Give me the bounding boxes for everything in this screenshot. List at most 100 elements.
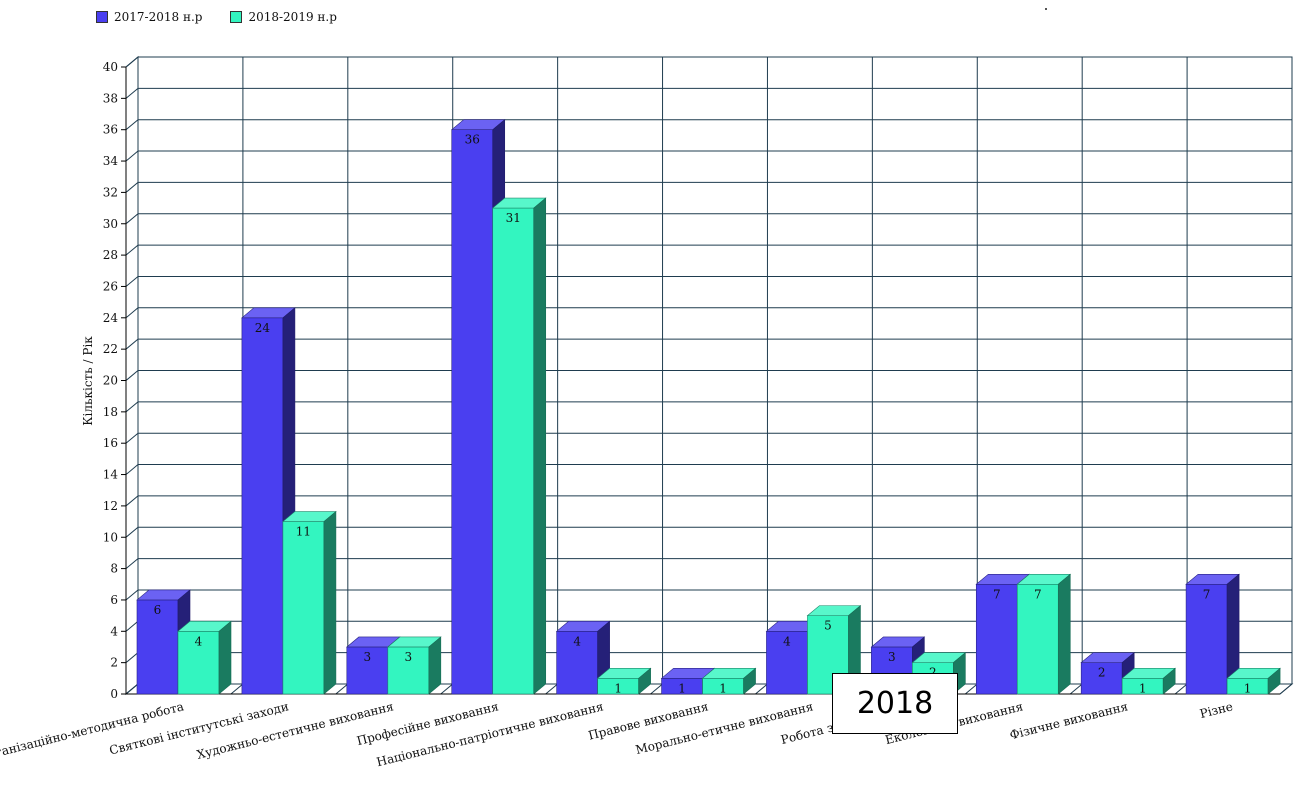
y-tick-label: 4 xyxy=(110,624,118,638)
gridline-side xyxy=(125,244,139,256)
data-label: 7 xyxy=(1034,587,1042,601)
legend: 2017-2018 н.р 2018-2019 н.р xyxy=(96,10,337,24)
data-label: 7 xyxy=(1203,587,1211,601)
legend-swatch-series-2 xyxy=(230,11,243,23)
legend-item-series-1: 2017-2018 н.р xyxy=(96,10,202,24)
y-tick-label: 30 xyxy=(103,217,118,231)
bar-side xyxy=(218,620,232,695)
gridline-side xyxy=(125,652,139,664)
data-label: 2 xyxy=(929,666,937,680)
data-label: 1 xyxy=(1244,681,1252,695)
y-tick-label: 10 xyxy=(103,530,118,544)
gridline-floor xyxy=(440,683,454,695)
y-tick-label: 24 xyxy=(103,311,119,325)
bar xyxy=(282,521,325,695)
gridline-side xyxy=(125,338,139,350)
gridline-floor xyxy=(230,683,244,695)
data-label: 4 xyxy=(783,634,791,648)
bar-side xyxy=(1162,667,1176,695)
data-label: 24 xyxy=(255,321,271,335)
gridline-floor xyxy=(650,683,663,695)
gridline-side xyxy=(125,370,139,381)
gridline-side xyxy=(125,589,139,601)
gridline-side xyxy=(125,526,139,538)
y-tick-label: 0 xyxy=(110,687,118,701)
data-label: 3 xyxy=(888,650,896,664)
data-label: 1 xyxy=(1139,681,1147,695)
legend-item-series-2: 2018-2019 н.р xyxy=(230,10,337,24)
gridline-side xyxy=(125,307,139,319)
data-label: 1 xyxy=(678,681,686,695)
bar-side xyxy=(1057,573,1071,695)
gridline-floor xyxy=(335,683,349,695)
bar xyxy=(177,630,220,695)
gridline-side xyxy=(125,56,139,68)
y-tick-label: 26 xyxy=(103,279,118,293)
gridline-floor xyxy=(545,683,558,695)
y-tick-label: 18 xyxy=(103,405,118,419)
gridline-floor xyxy=(1069,683,1083,695)
y-tick-label: 38 xyxy=(103,91,118,105)
bar xyxy=(492,207,535,695)
bar xyxy=(451,129,494,695)
gridline-floor xyxy=(755,683,768,695)
bar xyxy=(241,317,284,695)
y-tick-label: 6 xyxy=(110,593,118,607)
y-axis-label: Кількість / Рік xyxy=(81,336,95,426)
y-tick-label: 14 xyxy=(103,468,119,482)
gridline-floor xyxy=(964,683,978,695)
bar-side xyxy=(638,667,651,695)
x-tick-label: Фізичне виховання xyxy=(1008,699,1129,742)
y-tick-label: 34 xyxy=(103,154,119,168)
gridline-side xyxy=(125,495,139,507)
y-tick-label: 22 xyxy=(103,342,118,356)
data-label: 36 xyxy=(465,133,480,147)
data-label: 3 xyxy=(363,650,371,664)
legend-swatch-series-1 xyxy=(96,11,108,23)
y-tick-label: 32 xyxy=(103,185,118,199)
gridline-side xyxy=(125,276,139,287)
bar-side xyxy=(1267,667,1281,695)
bar-side xyxy=(743,667,756,695)
y-tick-label: 20 xyxy=(103,374,118,388)
bar-side xyxy=(533,197,547,695)
data-label: 1 xyxy=(719,681,727,695)
gridline-side xyxy=(125,432,139,444)
data-label: 31 xyxy=(506,211,521,225)
y-tick-label: 28 xyxy=(103,248,118,262)
gridline-floor xyxy=(125,683,139,695)
x-tick-label: Різне xyxy=(1198,699,1234,721)
gridline-side xyxy=(125,401,139,413)
gridline-side xyxy=(125,558,139,569)
bar xyxy=(975,583,1018,695)
y-tick-label: 2 xyxy=(110,656,118,670)
y-tick-label: 16 xyxy=(103,436,118,450)
data-label: 5 xyxy=(824,619,832,633)
gridline-side xyxy=(125,87,139,99)
gridline-side xyxy=(125,620,139,632)
data-label: 3 xyxy=(404,650,412,664)
gridline-side xyxy=(125,150,139,162)
y-tick-label: 36 xyxy=(103,123,118,137)
bar xyxy=(766,630,808,695)
gridline-floor xyxy=(1279,683,1293,695)
data-label: 11 xyxy=(296,525,311,539)
bar xyxy=(1016,583,1059,695)
y-tick-label: 8 xyxy=(110,562,118,576)
gridline-side xyxy=(125,213,139,225)
bar-side xyxy=(428,636,442,695)
data-label: 1 xyxy=(614,681,622,695)
y-tick-label: 12 xyxy=(103,499,118,513)
data-label: 2 xyxy=(1098,666,1106,680)
data-label: 6 xyxy=(154,603,162,617)
legend-label-series-2: 2018-2019 н.р xyxy=(248,10,337,24)
data-label: 4 xyxy=(195,634,203,648)
gridline-floor xyxy=(1174,683,1188,695)
bar-side xyxy=(323,510,337,695)
bar xyxy=(346,646,389,695)
legend-label-series-1: 2017-2018 н.р xyxy=(114,10,203,24)
overlay-year-label: 2018 xyxy=(832,673,958,734)
gridline-side xyxy=(125,464,139,475)
stray-dot xyxy=(1045,8,1047,10)
